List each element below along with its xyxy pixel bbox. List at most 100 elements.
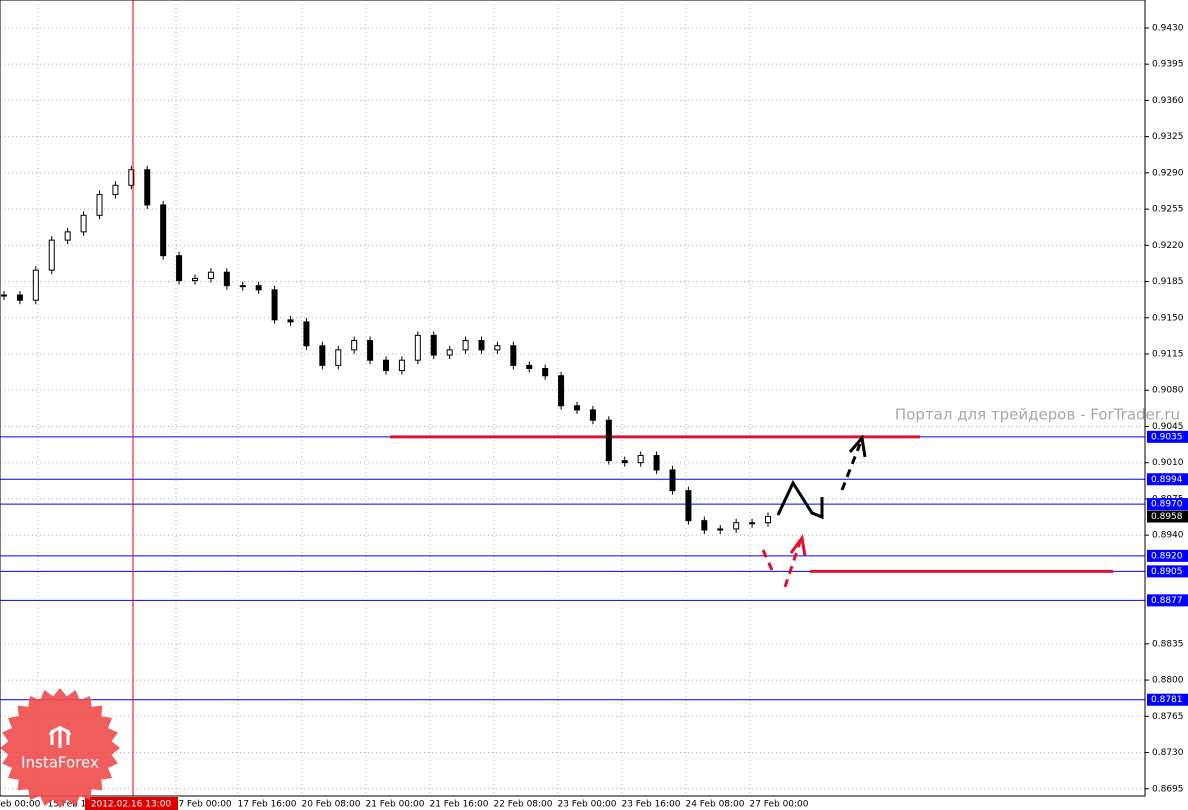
candle [653,454,660,471]
x-tick-label: 27 Feb 00:00 [749,800,808,810]
candle [16,294,23,301]
price-box [1147,510,1188,523]
y-tick-label: 0.9150 [1152,313,1184,323]
level-box [1147,473,1188,486]
candles [1,165,771,534]
y-tick-label: 0.8695 [1152,784,1184,794]
candle [64,231,71,241]
level-label: 0.8781 [1151,695,1183,705]
candle [383,359,389,372]
logo-icon [48,726,72,748]
candle [542,367,549,377]
candle [574,405,580,411]
x-tick-label: 23 Feb 16:00 [621,800,680,810]
y-tick-label: 0.9325 [1152,132,1184,142]
candle [446,349,453,356]
x-tick-label: 17 Feb 16:00 [237,800,296,810]
plot-border [0,0,1146,797]
candle [255,285,262,291]
level-label: 0.8920 [1151,551,1183,561]
y-tick-label: 0.9290 [1152,168,1184,178]
forecast-arrow [761,549,774,571]
y-tick-label: 0.9430 [1152,23,1184,33]
level-label: 0.8994 [1151,475,1183,485]
x-tick-label: 24 Feb 08:00 [685,800,744,810]
candle [589,409,596,421]
candle [637,454,644,464]
candle [621,460,628,464]
y-tick-label: 0.9255 [1152,205,1184,215]
arrow-head [848,434,867,458]
candle [510,345,517,366]
y-tick-label: 0.9080 [1152,386,1184,396]
y-tick-label: 0.9395 [1152,60,1184,70]
candle [80,214,87,233]
grid [0,0,1145,796]
y-tick-label: 0.9220 [1152,241,1184,251]
candle [749,522,756,525]
level-box [1147,498,1188,511]
candle [176,255,183,282]
candle [239,285,246,288]
candle [144,169,151,206]
candle [685,490,692,522]
candle [335,349,342,366]
drawings [761,434,867,588]
watermark: Портал для трейдеров - ForTrader.ru [895,406,1180,424]
candle [207,271,214,279]
y-tick-label: 0.9360 [1152,96,1184,106]
y-tick-label: 0.8940 [1152,531,1184,541]
candle [367,340,374,361]
forecast-arrow [776,479,824,520]
level-label: 0.8905 [1151,567,1183,577]
level-label: 0.9035 [1151,432,1183,442]
candle [128,169,135,186]
candle [192,277,198,282]
axis: 0.9430 0.9395 0.9360 0.9325 0.9290 0.9255 0.92… [0,23,1188,810]
y-tick-label: 0.8800 [1152,676,1184,686]
x-tick-label: 21 Feb 16:00 [429,800,488,810]
candle [32,269,39,301]
candle [96,194,103,216]
y-tick-label: 0.8835 [1152,639,1184,649]
level-box [1147,565,1188,578]
y-tick-label: 0.9010 [1152,458,1184,468]
x-tick-label: 21 Feb 00:00 [365,800,424,810]
x-tick-label: 22 Feb 08:00 [493,800,552,810]
level-box [1147,549,1188,562]
candle [112,184,119,196]
candle [717,528,724,531]
candle [605,419,612,462]
candle [1,294,7,297]
x-tick-label: 23 Feb 00:00 [557,800,616,810]
candle [398,359,405,372]
y-tick-label: 0.9185 [1152,277,1184,287]
level-box [1147,594,1188,607]
candle [271,289,278,321]
candle [462,340,469,351]
candle [526,364,533,369]
x-tick-label: Feb 00:00 [0,800,41,810]
candle [223,271,230,287]
y-tick-label: 0.8730 [1152,748,1184,758]
candle [160,204,167,257]
candle [765,516,771,524]
candle [558,375,565,407]
crosshair-label: 2012.02.16 13:00 [91,800,172,810]
y-tick-label: 0.8765 [1152,712,1184,722]
x-tick-label: 7 Feb 00:00 [178,800,232,810]
candle [733,522,740,530]
level-box [1147,430,1188,443]
candle [430,334,437,356]
price-label: 0.8958 [1151,512,1183,522]
x-tick-label: 20 Feb 08:00 [301,800,360,810]
candle [669,469,676,492]
candle [351,340,358,351]
levels [0,435,1145,701]
forecast-arrow [783,541,802,588]
level-label: 0.8877 [1151,596,1183,606]
candle [319,345,326,366]
candle [701,520,708,531]
